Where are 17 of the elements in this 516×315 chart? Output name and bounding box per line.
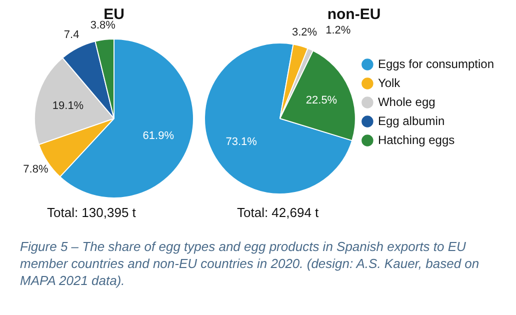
legend-label: Egg albumin bbox=[378, 114, 445, 128]
data-label: 22.5% bbox=[306, 94, 338, 106]
data-label: 3.2% bbox=[292, 26, 318, 38]
text: Total: 42,694 t bbox=[237, 205, 319, 220]
legend-label: Whole egg bbox=[378, 94, 436, 109]
legend-label: Eggs for consumption bbox=[378, 56, 494, 71]
caption: Figure 5 – The share of egg types and egg products in Spanish exports to EU member countries and non-EU countries in 2020. (design: A.S. Kauer, based on MAPA 2021 data). bbox=[20, 238, 480, 289]
legend-label: Yolk bbox=[378, 76, 402, 90]
data-label: 7.4 bbox=[64, 29, 80, 42]
data-label: 73.1% bbox=[226, 136, 258, 148]
data-label: 19.1% bbox=[52, 100, 84, 112]
chart-title: non-EU bbox=[327, 6, 381, 24]
data-label: 7.8% bbox=[23, 164, 48, 176]
legend-label: Hatching eggs bbox=[378, 132, 455, 147]
text: Total: 130,395 t bbox=[47, 205, 136, 220]
data-label: 61.9% bbox=[142, 130, 174, 142]
data-label: 1.2% bbox=[326, 24, 351, 37]
